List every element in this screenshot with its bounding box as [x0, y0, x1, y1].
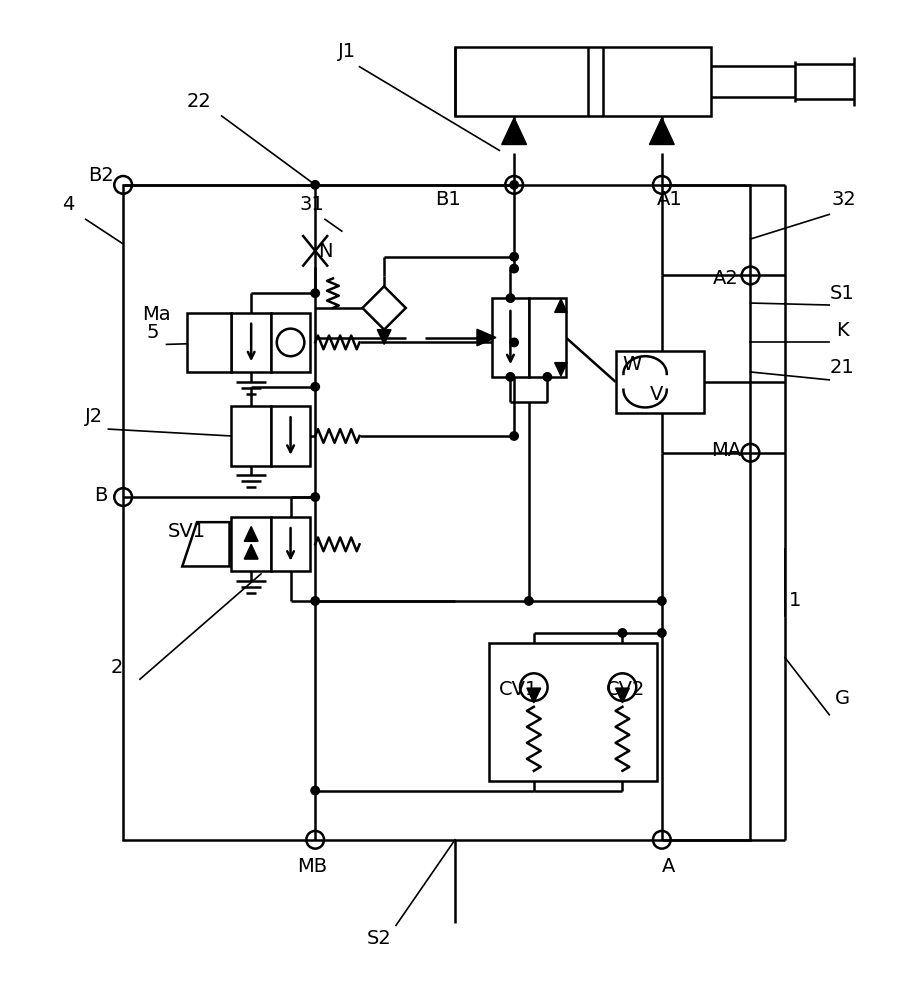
- Bar: [231, 517, 271, 571]
- Circle shape: [310, 180, 320, 190]
- Polygon shape: [555, 363, 567, 376]
- Polygon shape: [615, 688, 630, 703]
- Text: V: V: [650, 385, 664, 404]
- Bar: [490, 643, 657, 781]
- Polygon shape: [555, 299, 567, 312]
- Text: W: W: [622, 355, 642, 374]
- Text: B: B: [94, 486, 107, 505]
- Text: S1: S1: [830, 284, 855, 303]
- Circle shape: [310, 382, 320, 392]
- Text: 22: 22: [186, 92, 211, 111]
- Circle shape: [657, 628, 667, 638]
- Bar: [529, 298, 566, 377]
- Circle shape: [505, 372, 515, 382]
- Text: A2: A2: [713, 269, 739, 288]
- Text: 21: 21: [830, 358, 855, 377]
- Circle shape: [310, 492, 320, 502]
- Polygon shape: [527, 688, 541, 703]
- Text: 5: 5: [146, 323, 159, 342]
- Bar: [123, 185, 750, 840]
- Polygon shape: [182, 522, 229, 566]
- Polygon shape: [650, 118, 675, 144]
- Polygon shape: [244, 544, 258, 559]
- Text: CV1: CV1: [499, 680, 538, 699]
- Bar: [615, 351, 704, 413]
- Text: 31: 31: [300, 195, 324, 214]
- Circle shape: [509, 338, 519, 347]
- Polygon shape: [244, 527, 258, 541]
- Text: MB: MB: [297, 857, 327, 876]
- Text: A1: A1: [657, 190, 683, 209]
- Bar: [492, 298, 529, 377]
- Bar: [231, 313, 271, 372]
- Bar: [187, 313, 231, 372]
- Text: J2: J2: [84, 407, 102, 426]
- Text: B2: B2: [88, 166, 113, 185]
- Bar: [271, 517, 310, 571]
- Circle shape: [505, 293, 515, 303]
- Text: SV1: SV1: [168, 522, 207, 541]
- Circle shape: [509, 252, 519, 262]
- Text: 1: 1: [789, 591, 801, 610]
- Circle shape: [657, 596, 667, 606]
- Text: G: G: [834, 689, 850, 708]
- Polygon shape: [502, 118, 526, 144]
- Circle shape: [310, 786, 320, 795]
- Bar: [455, 47, 711, 116]
- Text: MA: MA: [711, 441, 741, 460]
- Text: CV2: CV2: [606, 680, 645, 699]
- Bar: [231, 406, 271, 466]
- Circle shape: [310, 596, 320, 606]
- Circle shape: [524, 596, 534, 606]
- Circle shape: [509, 264, 519, 273]
- Text: A: A: [662, 857, 675, 876]
- Text: K: K: [835, 321, 848, 340]
- Text: Ma: Ma: [143, 305, 171, 324]
- Polygon shape: [377, 330, 391, 344]
- Bar: [271, 313, 310, 372]
- Text: S2: S2: [367, 929, 391, 948]
- Bar: [271, 406, 310, 466]
- Circle shape: [542, 372, 552, 382]
- Polygon shape: [363, 286, 406, 330]
- Circle shape: [509, 431, 519, 441]
- Text: 32: 32: [832, 190, 856, 209]
- Text: N: N: [318, 242, 333, 261]
- Circle shape: [310, 288, 320, 298]
- Circle shape: [618, 628, 627, 638]
- Text: B1: B1: [435, 190, 461, 209]
- Polygon shape: [477, 329, 496, 346]
- Text: 4: 4: [62, 195, 74, 214]
- Circle shape: [509, 180, 519, 190]
- Text: 2: 2: [112, 658, 123, 677]
- Text: J1: J1: [337, 42, 356, 61]
